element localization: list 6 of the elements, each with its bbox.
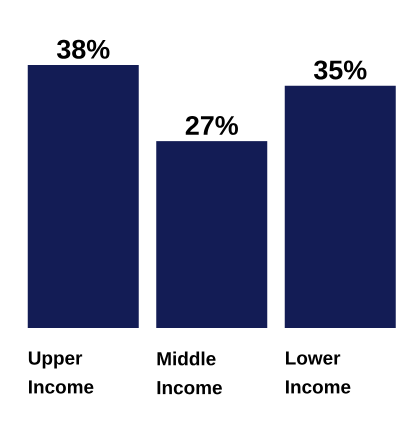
x-tick-label: Middle Income: [158, 352, 222, 394]
data-label: 27%: [186, 116, 238, 135]
x-tick-label: Lower Income: [286, 352, 350, 394]
data-label: 35%: [314, 60, 366, 80]
data-label: 38%: [56, 40, 110, 59]
x-tick-label: Upper Income: [28, 352, 94, 394]
